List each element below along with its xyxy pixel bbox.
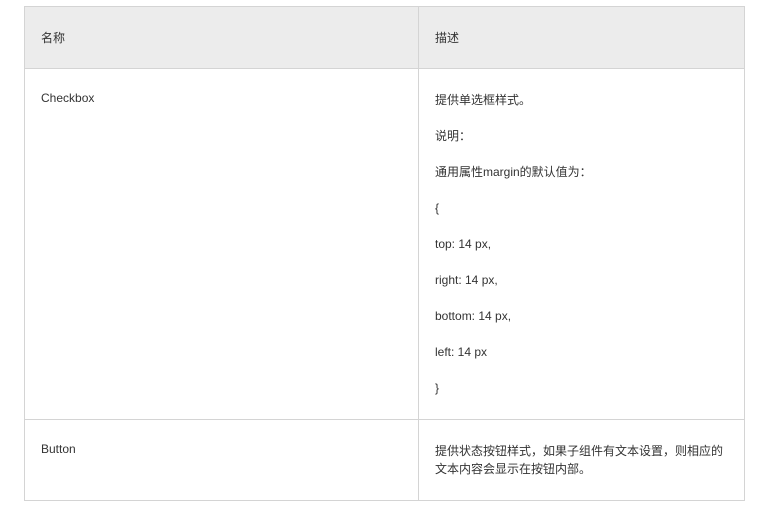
column-header-name: 名称 bbox=[25, 7, 419, 69]
component-table: 名称 描述 Checkbox 提供单选框样式。 说明： 通用属性margin的默… bbox=[24, 6, 745, 501]
desc-line: 说明： bbox=[435, 127, 728, 145]
table-row: Checkbox 提供单选框样式。 说明： 通用属性margin的默认值为： {… bbox=[25, 69, 745, 420]
table-header-row: 名称 描述 bbox=[25, 7, 745, 69]
desc-line: { bbox=[435, 199, 728, 217]
desc-line: bottom: 14 px, bbox=[435, 307, 728, 325]
cell-name: Button bbox=[25, 420, 419, 501]
desc-line: 提供状态按钮样式，如果子组件有文本设置，则相应的文本内容会显示在按钮内部。 bbox=[435, 442, 728, 478]
desc-line: 通用属性margin的默认值为： bbox=[435, 163, 728, 181]
column-header-desc: 描述 bbox=[419, 7, 745, 69]
desc-line: left: 14 px bbox=[435, 343, 728, 361]
cell-desc: 提供单选框样式。 说明： 通用属性margin的默认值为： { top: 14 … bbox=[419, 69, 745, 420]
table-row: Button 提供状态按钮样式，如果子组件有文本设置，则相应的文本内容会显示在按… bbox=[25, 420, 745, 501]
desc-line: right: 14 px, bbox=[435, 271, 728, 289]
cell-name: Checkbox bbox=[25, 69, 419, 420]
cell-desc: 提供状态按钮样式，如果子组件有文本设置，则相应的文本内容会显示在按钮内部。 bbox=[419, 420, 745, 501]
desc-line: } bbox=[435, 379, 728, 397]
desc-line: top: 14 px, bbox=[435, 235, 728, 253]
desc-line: 提供单选框样式。 bbox=[435, 91, 728, 109]
